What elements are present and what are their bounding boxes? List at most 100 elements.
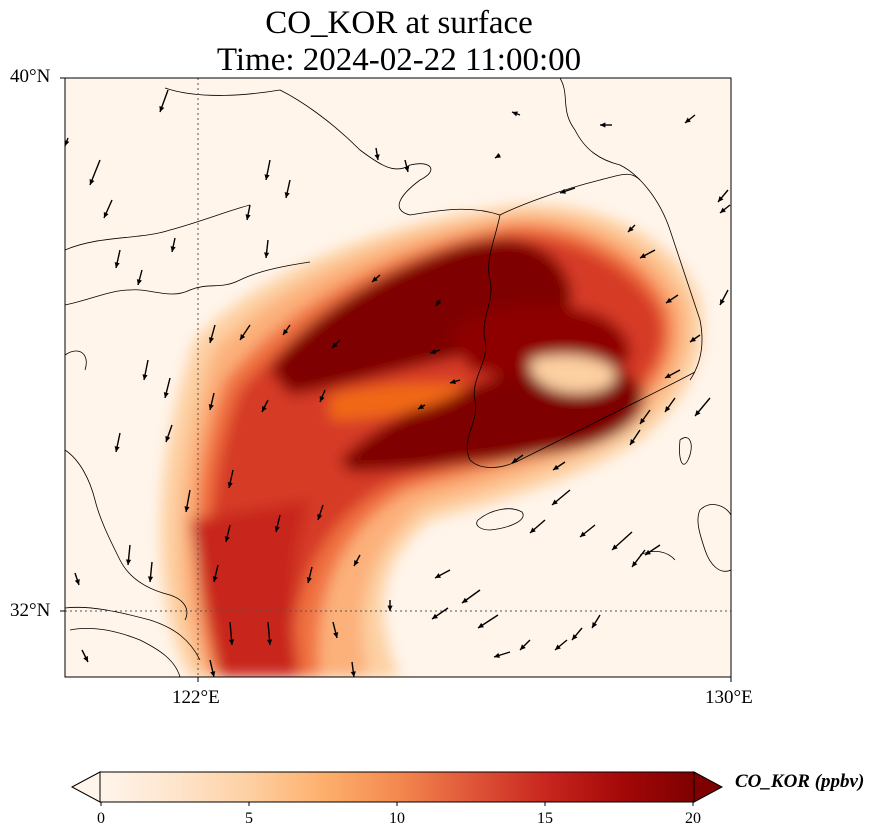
wind-arrow-head [720, 207, 726, 213]
wind-arrow-head [163, 392, 169, 398]
colorbar [70, 771, 724, 806]
wind-arrow-head [628, 226, 634, 232]
wind-arrow-head [512, 457, 518, 463]
wind-arrow-head [65, 140, 70, 146]
coastlines [65, 78, 731, 677]
wind-arrow-head [640, 253, 646, 258]
wind-arrow-head [208, 404, 214, 410]
wind-arrow-head [645, 549, 651, 555]
wind-arrow-head [494, 652, 500, 658]
wind-arrow-head [184, 506, 190, 512]
wind-vectors [65, 89, 731, 677]
wind-arrow-head [208, 337, 214, 343]
wind-arrow-head [114, 446, 120, 452]
wind-arrow-head [592, 622, 598, 628]
gridlines [65, 78, 731, 677]
wind-arrow-head [212, 576, 218, 582]
wind-arrow-head [632, 561, 638, 567]
wind-arrow-head [283, 329, 289, 335]
wind-arrow-head [418, 404, 424, 409]
wind-arrow-head [159, 106, 165, 112]
map-title: CO_KOR at surface [265, 5, 533, 41]
wind-arrow-head [695, 410, 701, 416]
wind-arrow-head [210, 671, 216, 677]
wind-arrow-head [224, 536, 230, 542]
wind-arrow-head [404, 166, 410, 172]
wind-arrow-head [530, 527, 536, 533]
wind-arrow-head [142, 374, 148, 380]
wind-arrow-head [284, 192, 290, 198]
wind-arrow-head [555, 644, 561, 650]
wind-arrow-head [553, 464, 559, 470]
lon-label-122e: 122°E [172, 687, 220, 708]
wind-arrow-head [89, 179, 95, 185]
wind-arrow-head [228, 639, 235, 645]
colorbar-label: CO_KOR (ppbv) [735, 771, 865, 792]
colorbar-gradient [99, 771, 695, 803]
map-border [64, 77, 732, 678]
wind-arrow-head [262, 406, 267, 412]
wind-arrow-head [83, 656, 88, 662]
lat-label-32n: 32°N [10, 600, 51, 621]
co-plume-field [160, 204, 703, 677]
wind-arrow-head [350, 671, 356, 677]
wind-arrow-head [74, 579, 80, 585]
wind-arrow-head [103, 212, 109, 218]
wind-arrow-head [264, 174, 270, 180]
wind-arrow-head [319, 396, 325, 402]
wind-arrow-head [372, 276, 378, 282]
colorbar-max-extend [693, 771, 724, 803]
wind-arrow-head [630, 439, 636, 445]
axis-ticks [60, 77, 732, 682]
colorbar-tick-20: 20 [685, 810, 701, 827]
wind-arrow-head [450, 378, 456, 384]
wind-arrow-head [430, 348, 436, 354]
wind-arrow-head [264, 252, 270, 258]
wind-arrow-head [495, 152, 501, 158]
wind-arrow-head [387, 605, 393, 611]
wind-arrow-head [274, 526, 280, 532]
lat-label-40n: 40°N [10, 66, 51, 87]
colorbar-tick-15: 15 [537, 810, 553, 827]
wind-arrow-head [354, 560, 359, 566]
wind-arrow-head [147, 576, 154, 582]
wind-arrow-head [306, 577, 312, 583]
wind-arrow-head [478, 622, 484, 628]
wind-arrow-head [665, 406, 671, 412]
wind-arrow-head [600, 122, 606, 128]
wind-arrow-head [520, 644, 526, 650]
wind-arrow-head [552, 499, 558, 505]
wind-arrow-head [227, 482, 233, 488]
wind-arrow-head [665, 373, 671, 378]
colorbar-tick-10: 10 [389, 810, 405, 827]
wind-arrow-head [266, 639, 273, 645]
wind-arrow-head [572, 634, 578, 640]
wind-arrow-head [165, 436, 171, 442]
wind-arrow-head [435, 573, 441, 578]
wind-arrow-head [685, 117, 691, 123]
colorbar-tick-0: 0 [97, 810, 105, 827]
wind-arrow-head [240, 334, 246, 340]
wind-arrow-head [580, 531, 586, 537]
wind-arrow-head [432, 613, 438, 619]
wind-arrow-head [690, 336, 696, 342]
colorbar-tick-5: 5 [245, 810, 253, 827]
wind-arrow-head [720, 299, 725, 305]
wind-arrow-head [317, 514, 323, 520]
map-panel [65, 78, 731, 677]
wind-arrow-head [560, 188, 566, 194]
wind-arrow-head [114, 262, 120, 268]
lon-label-130e: 130°E [705, 687, 753, 708]
wind-arrow-head [136, 279, 142, 285]
colorbar-min-extend [70, 771, 101, 803]
wind-arrow-head [462, 597, 468, 603]
wind-arrow-head [718, 196, 724, 202]
wind-arrow-head [512, 111, 518, 117]
wind-arrow-head [374, 154, 380, 160]
wind-arrow-head [436, 300, 442, 306]
wind-arrow-head [245, 214, 251, 220]
map-time: Time: 2024-02-22 11:00:00 [216, 42, 582, 78]
wind-arrow-head [640, 418, 646, 424]
wind-arrow-head [125, 559, 132, 565]
